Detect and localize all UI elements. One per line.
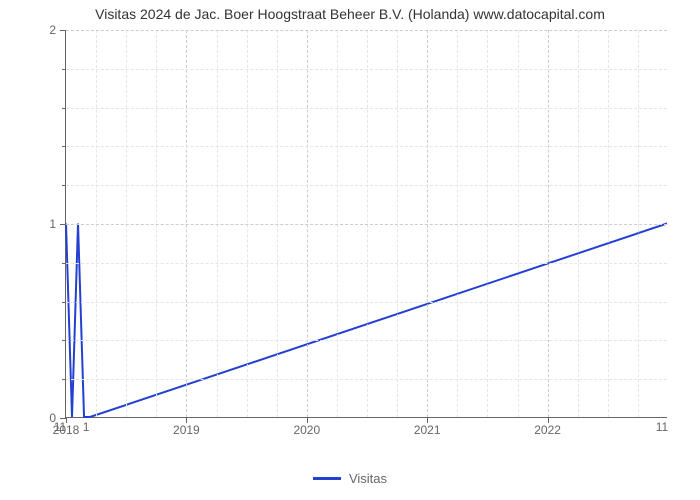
data-label: 11 — [54, 420, 66, 434]
grid-h-minor — [66, 108, 667, 109]
grid-h-minor — [66, 379, 667, 380]
data-label: 11 — [656, 420, 668, 434]
x-tick-label: 2021 — [414, 423, 441, 437]
x-tick-label: 2019 — [173, 423, 200, 437]
grid-h-minor — [66, 69, 667, 70]
y-tick-minor — [62, 263, 66, 264]
y-tick-minor — [62, 185, 66, 186]
legend-label: Visitas — [349, 471, 387, 486]
grid-h-minor — [66, 263, 667, 264]
chart-title: Visitas 2024 de Jac. Boer Hoogstraat Beh… — [0, 6, 700, 22]
legend: Visitas — [0, 468, 700, 486]
y-tick-label: 1 — [49, 217, 56, 231]
grid-h-minor — [66, 302, 667, 303]
y-tick-minor — [62, 69, 66, 70]
grid-h-minor — [66, 146, 667, 147]
x-tick-label: 2022 — [534, 423, 561, 437]
y-tick — [60, 30, 66, 31]
grid-h-minor — [66, 340, 667, 341]
plot-area: 2018201920202021202201211111 — [65, 30, 667, 418]
grid-h — [66, 30, 667, 31]
y-tick-minor — [62, 302, 66, 303]
chart-container: Visitas 2024 de Jac. Boer Hoogstraat Beh… — [0, 0, 700, 500]
grid-h — [66, 224, 667, 225]
y-tick — [60, 224, 66, 225]
y-tick-minor — [62, 340, 66, 341]
y-tick-minor — [62, 108, 66, 109]
y-tick-minor — [62, 146, 66, 147]
y-tick-label: 2 — [49, 23, 56, 37]
y-tick-minor — [62, 379, 66, 380]
grid-h-minor — [66, 185, 667, 186]
legend-swatch — [313, 477, 341, 480]
legend-item-visitas: Visitas — [313, 471, 387, 486]
data-label: 1 — [83, 420, 90, 434]
y-tick — [60, 418, 66, 419]
x-tick-label: 2020 — [293, 423, 320, 437]
